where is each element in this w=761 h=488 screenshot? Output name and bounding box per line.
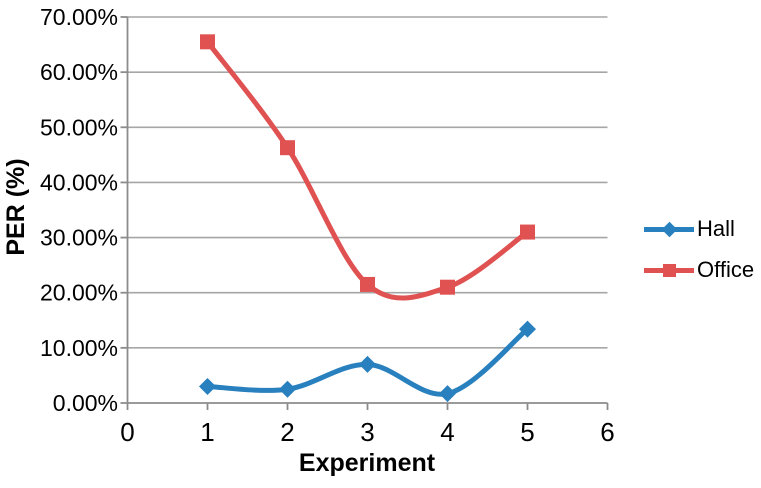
x-tick-label: 4 [440,417,454,447]
data-point-office [520,224,535,240]
data-point-office [280,140,295,156]
data-point-hall [199,377,216,395]
legend-label-office: Office [697,257,755,282]
x-tick-label: 3 [360,417,374,447]
data-point-hall [279,380,296,398]
data-point-office [440,279,455,295]
x-tick-label: 0 [120,417,134,447]
y-tick-label: 0.00% [53,390,118,416]
x-tick-label: 5 [520,417,534,447]
data-point-hall [439,385,456,403]
y-tick-label: 50.00% [40,114,118,140]
diamond-marker-icon [661,221,677,237]
legend-label-hall: Hall [697,216,735,241]
legend-entry-hall: Hall [644,216,735,242]
data-point-hall [519,320,536,338]
x-axis-title: Experiment [298,449,436,477]
y-axis-title: PER (%) [2,158,30,256]
legend: Hall Office [644,0,761,488]
data-point-office [200,34,215,50]
y-tick-label: 60.00% [40,59,118,85]
x-tick-label: 2 [280,417,294,447]
y-tick-label: 70.00% [40,4,118,30]
square-marker-icon [662,263,676,277]
y-tick-label: 30.00% [40,225,118,251]
y-tick-label: 40.00% [40,169,118,195]
office-line-sample [644,257,694,283]
legend-entry-office: Office [644,257,754,283]
y-tick-label: 20.00% [40,280,118,306]
data-point-hall [359,355,376,373]
data-point-office [360,276,375,292]
x-tick-label: 6 [600,417,614,447]
series-line-office [205,39,530,301]
x-tick-label: 1 [200,417,214,447]
y-tick-label: 10.00% [40,335,118,361]
hall-line-sample [644,216,694,242]
